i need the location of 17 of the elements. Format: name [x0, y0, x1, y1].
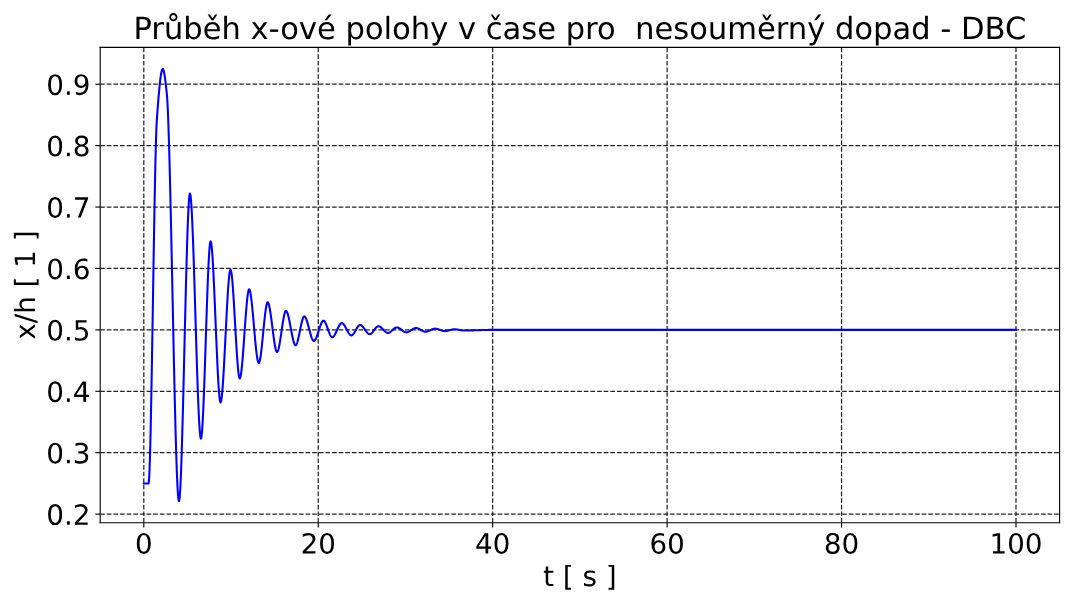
x-tick-label: 80 [825, 532, 858, 554]
y-tick-label: 0.3 [48, 442, 89, 464]
y-tick-label: 0.5 [48, 319, 89, 341]
y-axis-title: x/h [ 1 ] [13, 232, 39, 339]
y-tick-label: 0.4 [48, 381, 89, 403]
x-axis-title: t [ s ] [543, 564, 615, 590]
x-tick-label: 60 [651, 532, 683, 554]
x-tick-label: 40 [476, 532, 509, 554]
y-tick-label: 0.9 [48, 74, 89, 96]
x-tick-label: 100 [992, 532, 1041, 554]
y-tick-label: 0.8 [48, 135, 89, 157]
y-tick-label: 0.2 [48, 504, 88, 526]
x-tick-label: 0 [136, 532, 151, 554]
x-tick-label: 20 [302, 532, 335, 554]
chart-title: Průběh x-ové polohy v čase pro nesouměrný dopad - DBC [136, 13, 1025, 46]
y-tick-label: 0.6 [48, 258, 89, 280]
y-tick-label: 0.7 [48, 196, 89, 218]
